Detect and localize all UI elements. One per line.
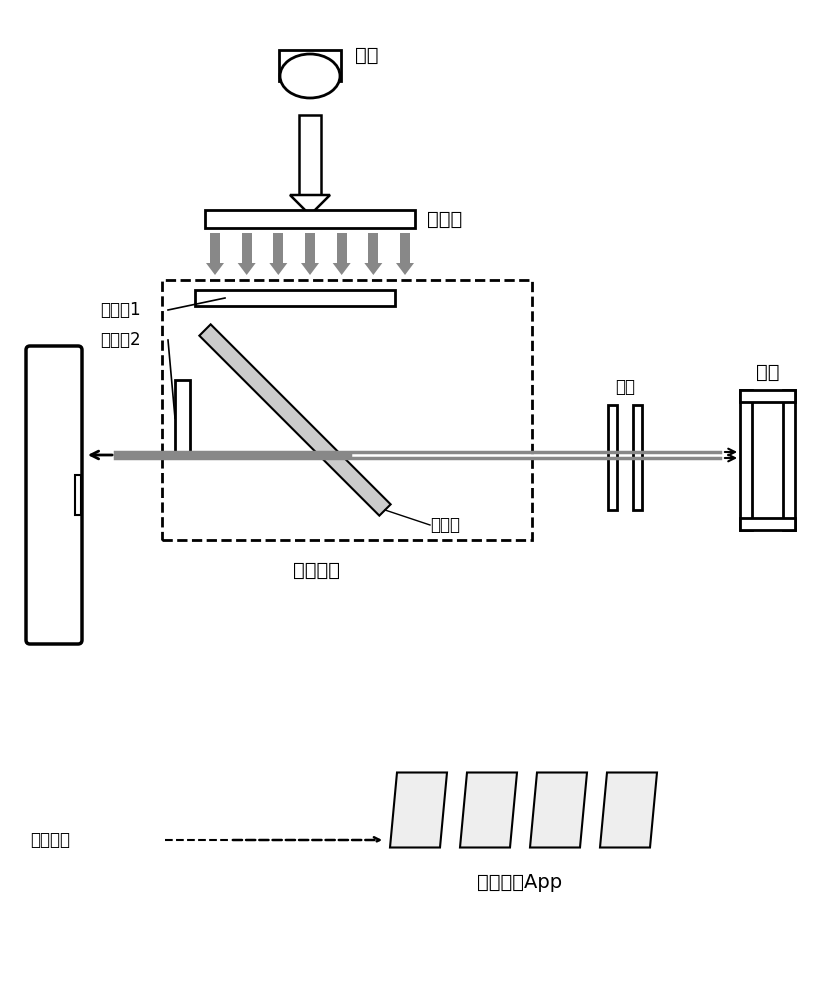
- Bar: [75, 475, 81, 515]
- Polygon shape: [238, 263, 256, 275]
- Text: 滤光牱1: 滤光牱1: [100, 301, 141, 319]
- Text: 物镜: 物镜: [615, 378, 635, 396]
- Bar: [305, 233, 315, 263]
- Bar: [783, 390, 795, 530]
- Polygon shape: [396, 263, 414, 275]
- Bar: [195, 290, 395, 306]
- Text: 光源: 光源: [355, 45, 379, 64]
- Text: 准直镜: 准直镜: [427, 210, 462, 229]
- Polygon shape: [199, 324, 390, 516]
- Bar: [337, 233, 347, 263]
- Polygon shape: [333, 263, 350, 275]
- Bar: [242, 233, 252, 263]
- Polygon shape: [206, 263, 224, 275]
- Bar: [175, 380, 190, 455]
- Text: 样本: 样本: [756, 362, 779, 381]
- Bar: [205, 210, 415, 228]
- Polygon shape: [390, 772, 447, 848]
- Bar: [740, 390, 752, 530]
- Bar: [608, 405, 617, 510]
- Bar: [210, 233, 220, 263]
- Bar: [274, 233, 284, 263]
- FancyBboxPatch shape: [26, 346, 82, 644]
- Polygon shape: [530, 772, 587, 848]
- Text: 分束器: 分束器: [430, 516, 460, 534]
- Polygon shape: [269, 263, 288, 275]
- Polygon shape: [290, 195, 330, 215]
- Bar: [633, 405, 642, 510]
- Text: 图像分析App: 图像分析App: [477, 873, 563, 892]
- Bar: [400, 233, 410, 263]
- Polygon shape: [600, 772, 657, 848]
- Text: 智能手机: 智能手机: [30, 831, 70, 849]
- Polygon shape: [364, 263, 382, 275]
- Text: 滤光牱2: 滤光牱2: [100, 331, 141, 349]
- Text: 滤光片组: 滤光片组: [294, 560, 340, 580]
- Bar: [369, 233, 379, 263]
- Bar: [279, 50, 341, 81]
- Bar: [299, 115, 321, 195]
- Polygon shape: [460, 772, 517, 848]
- Polygon shape: [301, 263, 319, 275]
- Ellipse shape: [280, 54, 340, 98]
- Bar: [740, 518, 795, 530]
- Bar: [740, 390, 795, 402]
- Bar: [162, 280, 532, 540]
